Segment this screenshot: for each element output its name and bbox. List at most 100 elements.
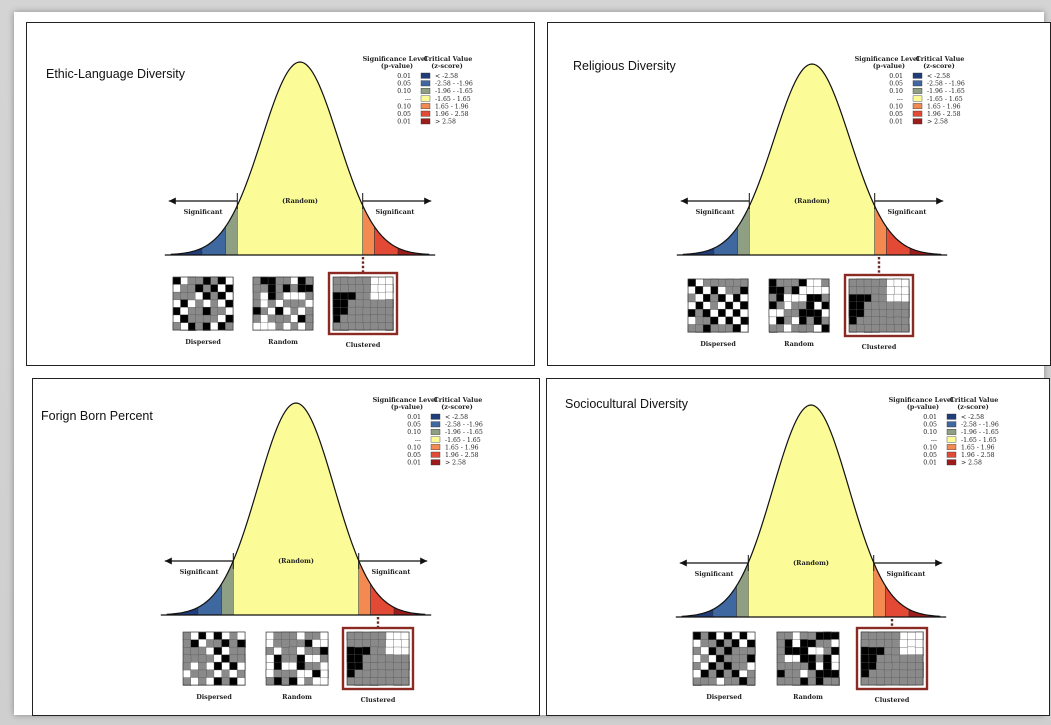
map-cell	[203, 284, 212, 293]
map-cell	[362, 662, 372, 671]
map-cell	[370, 299, 379, 309]
map-cell	[848, 316, 858, 325]
map-cell	[893, 278, 903, 287]
map-cell	[815, 646, 825, 656]
map-cell	[746, 631, 756, 641]
map-cell	[198, 639, 207, 648]
map-cell	[710, 301, 719, 310]
map-cell	[289, 654, 298, 663]
map-cell	[893, 293, 902, 303]
map-cell	[791, 301, 800, 311]
map-cell	[340, 314, 349, 323]
map-cell	[253, 299, 262, 309]
map-cell	[283, 314, 292, 324]
map-cell	[221, 639, 230, 648]
map-cell	[894, 286, 903, 295]
map-cell	[692, 662, 702, 671]
map-cell	[746, 677, 756, 686]
map-cell	[708, 639, 718, 648]
map-cell	[907, 631, 916, 641]
map-cell	[732, 316, 741, 325]
map-cell	[901, 301, 910, 311]
map-cell	[868, 631, 878, 641]
map-cell	[213, 647, 223, 656]
map-cell	[731, 669, 741, 679]
map-cell	[370, 646, 379, 656]
map-cell	[346, 662, 356, 671]
panel-forign-born-percent: Forign Born Percent Significant (Random) S…	[32, 378, 540, 716]
map-cell	[871, 324, 880, 333]
map-cell	[312, 669, 321, 679]
map-cell	[225, 284, 234, 293]
legend-pvalue: 0.05	[407, 422, 421, 429]
map-cell	[320, 669, 329, 679]
map-cell	[878, 294, 888, 303]
map-cell	[813, 278, 822, 287]
map-cell	[202, 292, 211, 301]
map-cell	[298, 292, 307, 301]
map-cell	[863, 278, 873, 288]
map-cell	[815, 677, 825, 686]
map-cell	[693, 677, 702, 686]
map-cell	[876, 639, 885, 648]
legend-zvalue: -1.65 - 1.65	[435, 96, 471, 103]
map-cell	[172, 284, 182, 293]
map-cell	[807, 654, 817, 663]
map-cell	[739, 662, 749, 671]
map-cell	[739, 631, 749, 640]
map-cell	[747, 669, 756, 679]
map-cell	[236, 669, 246, 679]
map-cell	[899, 669, 909, 679]
legend-pvalue: 0.10	[407, 429, 421, 436]
map-cell	[776, 654, 786, 663]
random-caption: Random	[268, 338, 298, 346]
map-cell	[899, 677, 909, 686]
map-cell	[821, 308, 830, 318]
map-cell	[768, 293, 778, 303]
legend-header-zscore: (z-score)	[441, 403, 473, 411]
map-cell	[267, 322, 277, 331]
map-cell	[860, 669, 870, 679]
map-cell	[848, 286, 858, 295]
map-cell	[304, 631, 314, 641]
normal-curve	[166, 402, 426, 615]
legend-swatch	[912, 110, 923, 117]
map-cell	[901, 294, 910, 303]
map-cell	[791, 309, 800, 318]
legend-zvalue: -1.65 - 1.65	[445, 437, 481, 444]
panel-sociocultural-diversity: Sociocultural Diversity Significant (Rand…	[546, 378, 1050, 716]
map-cell	[237, 647, 246, 656]
map-cell	[769, 324, 778, 333]
clustered-caption: Clustered	[875, 696, 910, 704]
map-cell	[687, 324, 696, 333]
legend-zvalue: -2.58 - -1.96	[445, 422, 483, 429]
map-cell	[385, 631, 395, 640]
map-cell	[252, 314, 261, 323]
map-cell	[733, 279, 742, 288]
map-cell	[747, 639, 756, 649]
map-cell	[378, 292, 387, 301]
map-cell	[333, 284, 342, 293]
map-cell	[732, 309, 741, 318]
legend-pvalue: ---	[415, 437, 421, 444]
map-cell	[265, 647, 275, 656]
map-cell	[783, 278, 792, 288]
map-cell	[695, 278, 704, 288]
map-cell	[716, 677, 725, 686]
map-cell	[907, 677, 917, 686]
hotspot-figure: Significant (Random) Significant Significan…	[164, 55, 473, 349]
map-cell	[370, 276, 379, 286]
map-cell	[813, 324, 822, 333]
map-cell	[768, 316, 778, 326]
map-cell	[821, 278, 830, 288]
map-cell	[312, 662, 322, 671]
map-cell	[304, 669, 314, 679]
curve-band	[233, 402, 359, 616]
map-cell	[891, 654, 901, 664]
map-cell	[217, 299, 226, 308]
map-cell	[692, 654, 702, 663]
legend-header-significance: Significance Level	[363, 55, 428, 63]
significant-left-label: Significant	[180, 568, 219, 576]
map-cell	[799, 669, 809, 678]
dispersed-map	[687, 278, 749, 333]
